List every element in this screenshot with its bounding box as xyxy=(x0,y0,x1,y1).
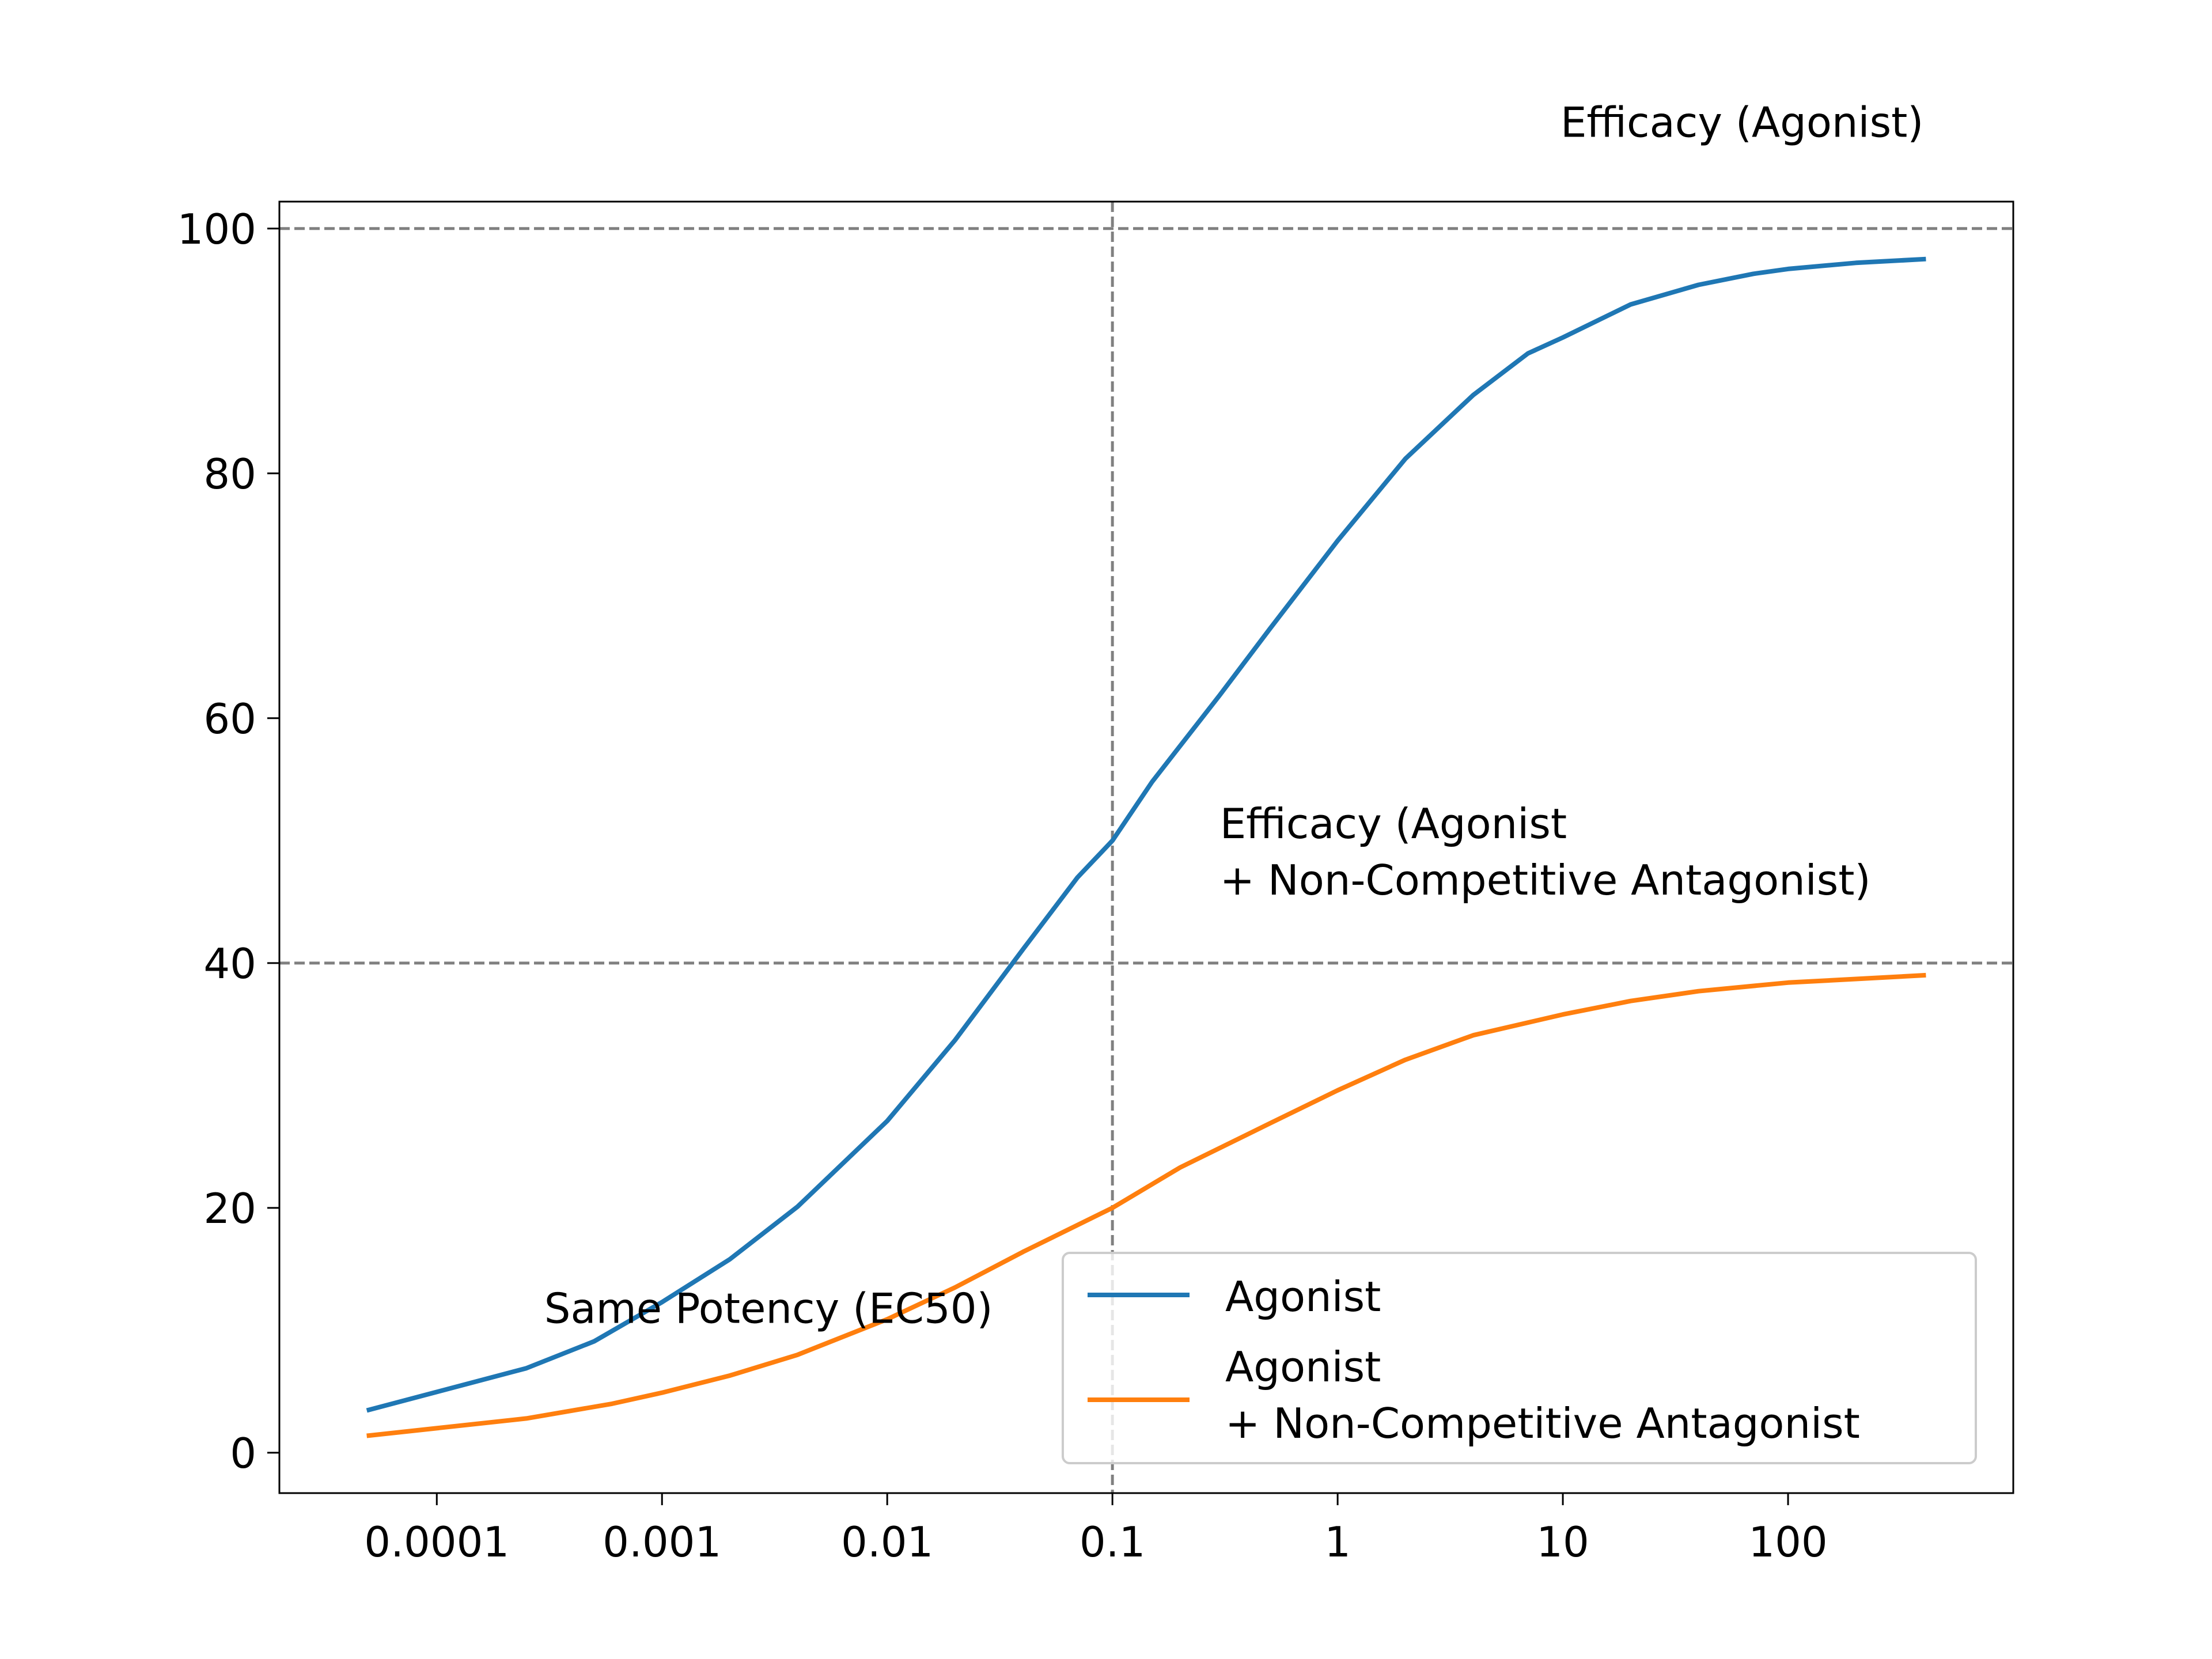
annotation-efficacy-antagonist-line2: + Non-Competitive Antagonist) xyxy=(1220,856,1871,904)
x-tick-label: 10 xyxy=(1536,1518,1589,1566)
annotation-efficacy-agonist: Efficacy (Agonist) xyxy=(1560,98,1923,146)
x-tick-label: 0.001 xyxy=(603,1518,721,1566)
legend: Agonist Agonist + Non-Competitive Antagoni… xyxy=(1062,1252,1977,1464)
y-tick-label: 40 xyxy=(203,940,256,988)
legend-label-0: Agonist xyxy=(1225,1272,1381,1321)
series-line-1 xyxy=(366,972,1926,1438)
y-axis: 0 20 40 60 80 100 xyxy=(177,205,279,1478)
annotations: Efficacy (Agonist) Efficacy (Agonist + Non… xyxy=(544,98,1924,1332)
plot-frame xyxy=(278,200,2014,1494)
y-tick-label: 20 xyxy=(203,1184,256,1233)
y-tick-label: 100 xyxy=(177,205,256,253)
series-line-0 xyxy=(366,256,1926,1413)
annotation-efficacy-antagonist-line1: Efficacy (Agonist xyxy=(1220,800,1567,848)
legend-label-1: Agonist xyxy=(1225,1343,1381,1391)
x-tick-label: 0.01 xyxy=(841,1518,933,1566)
legend-label-1: + Non-Competitive Antagonist xyxy=(1225,1399,1860,1448)
x-tick-label: 0.0001 xyxy=(364,1518,509,1566)
x-axis: 0.0001 0.001 0.01 0.1 1 10 100 xyxy=(364,1493,1828,1566)
series-lines xyxy=(366,256,1926,1438)
y-tick-label: 80 xyxy=(203,450,256,498)
y-tick-label: 60 xyxy=(203,695,256,743)
reference-lines xyxy=(279,202,2013,1493)
x-tick-label: 100 xyxy=(1748,1518,1827,1566)
x-tick-label: 0.1 xyxy=(1080,1518,1146,1566)
annotation-same-potency: Same Potency (EC50) xyxy=(544,1285,993,1333)
x-tick-label: 1 xyxy=(1324,1518,1351,1566)
y-tick-label: 0 xyxy=(230,1429,256,1478)
legend-box xyxy=(1062,1252,1977,1464)
